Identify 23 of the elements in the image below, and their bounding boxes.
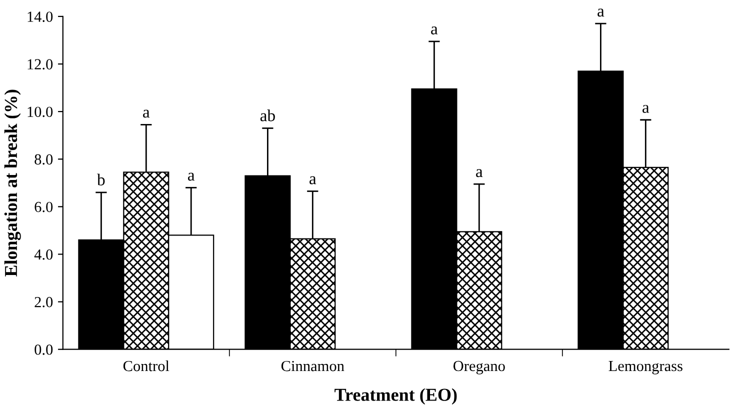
annotation: a bbox=[476, 169, 483, 178]
y-tick-label: 0.0 bbox=[34, 344, 53, 355]
x-tick-label: Lemongrass bbox=[608, 361, 682, 374]
y-tick-label: 14.0 bbox=[28, 12, 53, 22]
annotation: a bbox=[143, 110, 150, 118]
annotation: a bbox=[642, 104, 650, 113]
y-tick-label: 4.0 bbox=[34, 249, 53, 260]
y-axis-title: Elongation at break (%) bbox=[4, 90, 21, 276]
y-tick-label: 6.0 bbox=[34, 202, 53, 212]
annotation: a bbox=[598, 8, 604, 17]
y-tick-label: 10.0 bbox=[28, 106, 53, 118]
annotation: ab bbox=[260, 110, 275, 122]
x-tick-label: Cinnamon bbox=[281, 360, 344, 372]
annotation: b bbox=[97, 174, 105, 186]
y-tick-label: 8.0 bbox=[34, 154, 53, 165]
annotation: a bbox=[431, 26, 438, 34]
annotation: a bbox=[310, 176, 316, 184]
x-axis-title: Treatment (EO) bbox=[334, 388, 457, 405]
y-tick-label: 2.0 bbox=[34, 296, 53, 308]
x-tick-label: Oregano bbox=[453, 360, 505, 374]
y-tick-label: 12.0 bbox=[28, 59, 53, 70]
annotation: a bbox=[188, 172, 195, 181]
x-tick-label: Control bbox=[123, 360, 170, 372]
